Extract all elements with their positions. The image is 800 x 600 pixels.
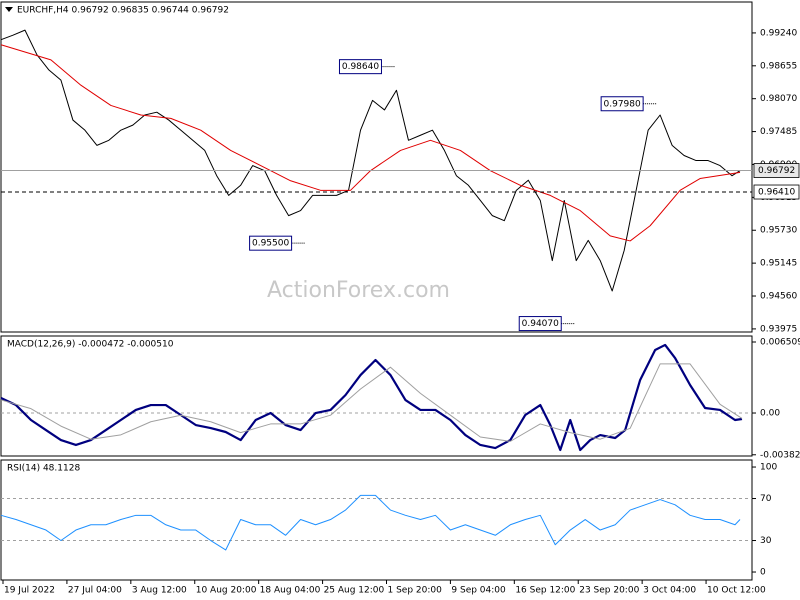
price-label-box — [753, 184, 800, 200]
price-label: 0.96792 — [758, 166, 795, 176]
x-tick-label: 1 Sep 20:00 — [387, 586, 442, 596]
y-tick-label: 0.006509 — [760, 338, 800, 348]
y-tick-label: 0.98070 — [760, 94, 797, 104]
series-line — [0, 494, 741, 551]
watermark: ActionForex.com — [267, 278, 450, 303]
x-tick-label: 9 Sep 04:00 — [451, 586, 506, 596]
x-tick-label: 10 Aug 20:00 — [196, 586, 257, 596]
y-tick-label: 0.95145 — [760, 259, 797, 269]
series-line — [0, 29, 741, 292]
y-tick-label: 0.98655 — [760, 61, 797, 71]
annotation-box — [600, 96, 644, 112]
y-tick-label: 100 — [760, 463, 777, 473]
panel-title: MACD(12,26,9) -0.000472 -0.000510 — [7, 340, 174, 350]
x-tick-label: 23 Sep 20:00 — [579, 586, 639, 596]
y-tick-label: 30 — [760, 536, 772, 546]
x-tick-label: 10 Oct 12:00 — [707, 586, 766, 596]
y-tick-label: 0.94560 — [760, 292, 797, 302]
y-tick-label: 0 — [760, 568, 766, 578]
price-label: 0.96410 — [758, 188, 795, 198]
x-tick-label: 25 Aug 12:00 — [324, 586, 385, 596]
annotation-box — [338, 59, 382, 75]
series-line — [0, 343, 743, 452]
annotation-box — [518, 316, 562, 332]
panel-frame — [0, 459, 753, 581]
annotation-label: 0.95500 — [252, 239, 289, 249]
panel-frame — [0, 335, 753, 457]
y-tick-label: 0.00 — [760, 409, 780, 419]
y-tick-label: 0.93975 — [760, 324, 797, 334]
annotation-box — [249, 235, 293, 251]
y-tick-label: 0.97485 — [760, 127, 797, 137]
x-tick-label: 3 Aug 12:00 — [132, 586, 187, 596]
panel-title: RSI(14) 48.1128 — [7, 464, 80, 474]
annotation-label: 0.97980 — [604, 99, 641, 109]
x-tick-label: 27 Jul 04:00 — [68, 586, 122, 596]
x-tick-label: 18 Aug 04:00 — [260, 586, 321, 596]
symbol-icon — [5, 7, 13, 12]
annotation-label: 0.94070 — [522, 319, 559, 329]
series-line — [0, 44, 741, 242]
x-tick-label: 16 Sep 12:00 — [515, 586, 575, 596]
y-tick-label: 0.95730 — [760, 226, 797, 236]
annotation-label: 0.98640 — [342, 62, 379, 72]
y-tick-label: 0.99240 — [760, 28, 797, 38]
panel-title: EURCHF,H4 0.96792 0.96835 0.96744 0.9679… — [17, 6, 229, 16]
x-tick-label: 3 Oct 04:00 — [643, 586, 696, 596]
y-tick-label: -0.003828 — [760, 450, 800, 460]
x-tick-label: 19 Jul 2022 — [4, 586, 55, 596]
y-tick-label: 70 — [760, 494, 772, 504]
price-label-box — [753, 163, 800, 178]
series-line — [0, 363, 743, 442]
